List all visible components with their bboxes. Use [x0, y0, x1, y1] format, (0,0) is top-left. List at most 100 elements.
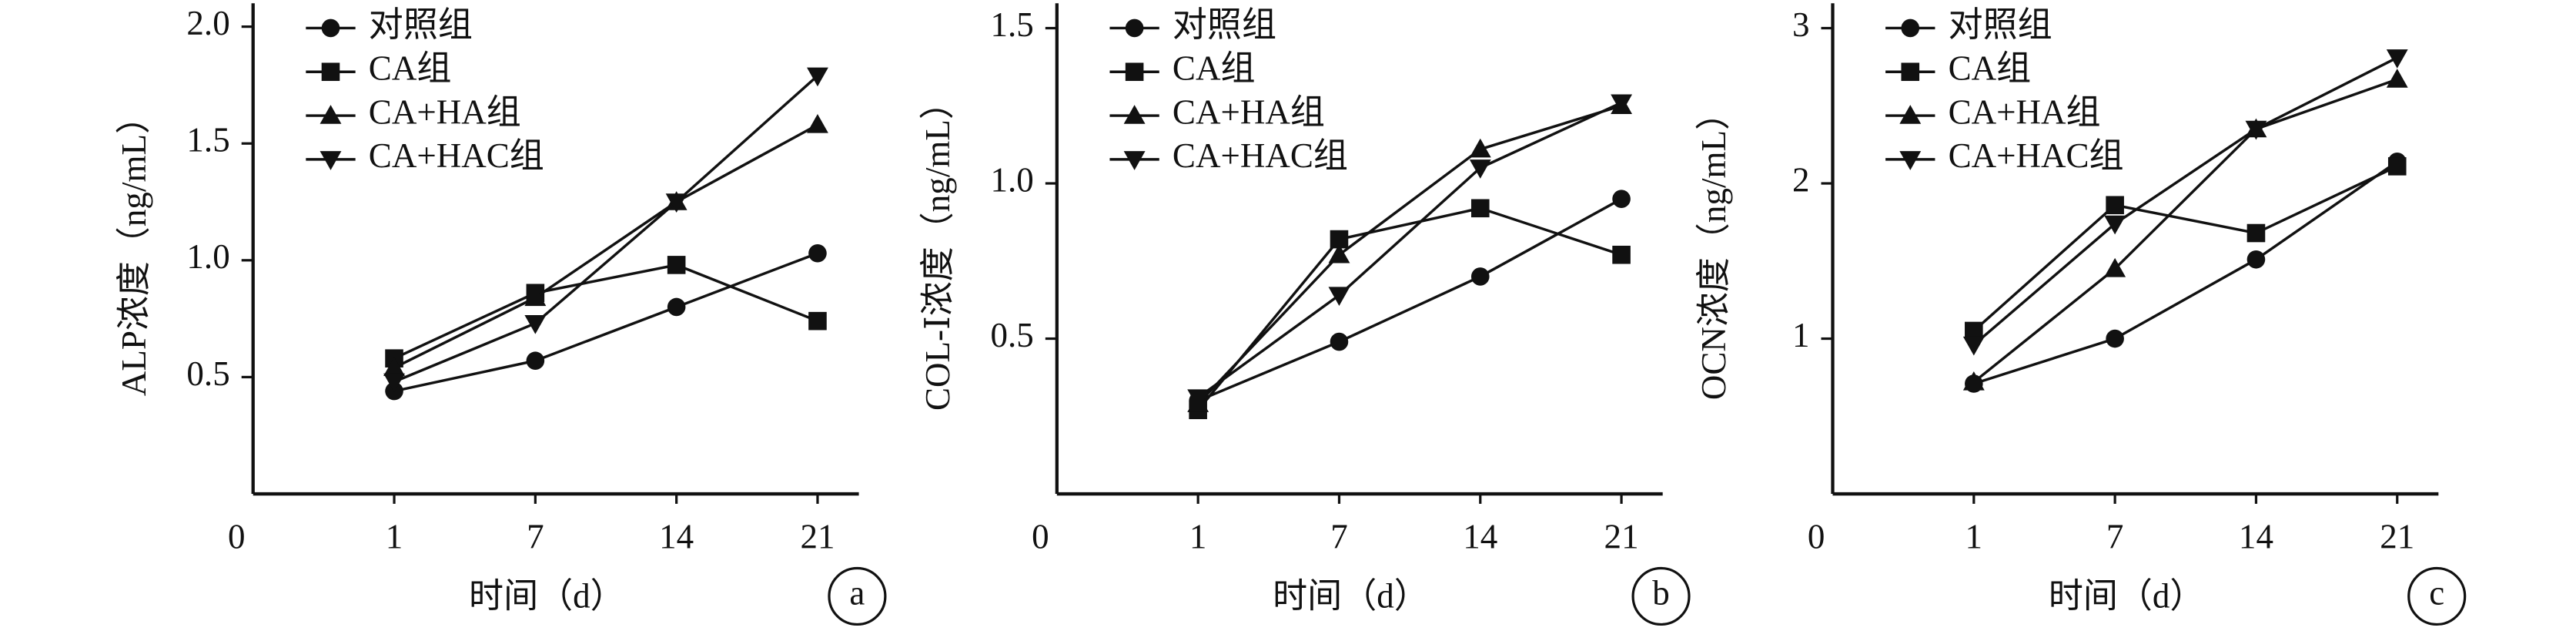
y-tick-label: 1.5 [991, 5, 1034, 44]
y-axis-label: COL-Ⅰ浓度（ng/mL） [918, 85, 957, 411]
point [383, 357, 405, 377]
point [667, 297, 686, 317]
point [321, 18, 340, 38]
y-tick-label: 1.5 [186, 121, 229, 159]
point [2246, 250, 2266, 269]
x-tick-label: 7 [1330, 517, 1348, 555]
x-axis-label: 时间（d） [469, 577, 625, 616]
point [2245, 120, 2267, 140]
y-tick-label: 2.0 [186, 4, 229, 42]
series-line [1972, 78, 2398, 384]
point [2104, 215, 2126, 235]
panel-label-circle [828, 566, 887, 626]
x-origin-label: 0 [1032, 517, 1049, 555]
legend-label: CA组 [369, 49, 452, 88]
point [1330, 230, 1349, 249]
point [1962, 371, 1985, 391]
y-tick-label: 1.0 [186, 237, 229, 276]
x-tick-label: 21 [1604, 517, 1639, 555]
point [524, 314, 547, 334]
series-line [393, 75, 819, 384]
point [319, 151, 342, 170]
point [667, 256, 686, 274]
chart-panel: 0.5 1.0 1.5 0 1 7 14 21 时间（d） COL-Ⅰ浓度（ng/mL） b 对照组 C… [918, 3, 1691, 626]
point [808, 243, 827, 263]
point [1470, 199, 1490, 218]
y-tick-label: 1.0 [991, 160, 1034, 199]
legend-label: CA+HA组 [369, 92, 521, 131]
point [1470, 267, 1490, 286]
point [807, 67, 828, 87]
point [1187, 389, 1209, 409]
point [2386, 49, 2408, 69]
point [808, 311, 827, 331]
x-tick-label: 1 [1189, 517, 1207, 555]
series-line [1196, 104, 1622, 405]
point [2387, 157, 2407, 176]
chart-panel: 0.5 1.0 1.5 2.0 0 1 7 14 21 时间（d） ALP浓度（ng/mL） a 对照组… [115, 3, 887, 626]
legend-label: CA+HAC组 [369, 136, 544, 175]
legend-label: 对照组 [1949, 5, 2052, 44]
y-axis-label: ALP浓度（ng/mL） [115, 99, 153, 396]
x-tick-label: 1 [386, 517, 403, 555]
panel-label-circle [2407, 566, 2467, 626]
point [383, 373, 405, 393]
panel-label: a [849, 573, 865, 612]
legend-label: 对照组 [369, 5, 473, 44]
x-tick-label: 14 [2239, 517, 2273, 555]
legend-label: CA+HA组 [1949, 92, 2101, 131]
panel-label-circle [1631, 566, 1691, 626]
series-line [1197, 197, 1622, 402]
point [319, 105, 342, 124]
series-line [1972, 165, 2398, 332]
point [1901, 18, 1920, 38]
point [1965, 321, 1983, 341]
point [1328, 287, 1350, 307]
series-line [1972, 56, 2398, 346]
series-line [393, 123, 818, 369]
point [1125, 62, 1144, 82]
x-origin-label: 0 [228, 517, 246, 555]
legend-label: CA组 [1173, 49, 1256, 88]
point [1469, 159, 1491, 179]
panel-label: b [1652, 573, 1670, 612]
point [1123, 105, 1146, 124]
point [321, 62, 340, 82]
point [1612, 190, 1631, 208]
x-axis-label: 时间（d） [1273, 577, 1429, 616]
point [1899, 151, 1922, 170]
chart-panel: 1 2 3 0 1 7 14 21 时间（d） OCN浓度（ng/mL） c 对照组 CA组 CA+HA组… [1694, 3, 2467, 626]
x-tick-label: 21 [800, 517, 835, 555]
point [2106, 329, 2124, 348]
x-origin-label: 0 [1808, 517, 1825, 555]
series-line [1196, 206, 1622, 411]
point [526, 351, 545, 371]
point [2386, 69, 2408, 88]
y-tick-label: 1 [1792, 316, 1810, 354]
x-tick-label: 21 [2380, 517, 2414, 555]
panel-label: c [2429, 573, 2444, 612]
point [1328, 243, 1350, 263]
series-line [1973, 160, 2398, 385]
point [2246, 223, 2266, 243]
x-tick-label: 7 [2106, 517, 2124, 555]
point [665, 193, 687, 213]
point [524, 287, 547, 307]
x-tick-label: 14 [659, 517, 694, 555]
y-tick-label: 3 [1792, 5, 1810, 44]
x-axis-label: 时间（d） [2049, 577, 2205, 616]
legend-label: CA+HAC组 [1173, 136, 1348, 175]
point [1899, 105, 1922, 124]
legend-label: CA组 [1949, 49, 2032, 88]
series-line [393, 263, 818, 360]
x-tick-label: 7 [527, 517, 544, 555]
point [1962, 336, 1985, 356]
point [1330, 332, 1349, 351]
x-tick-label: 14 [1463, 517, 1497, 555]
legend-label: CA+HAC组 [1949, 136, 2124, 175]
legend-label: 对照组 [1173, 5, 1276, 44]
point [1123, 151, 1146, 170]
y-tick-label: 0.5 [991, 316, 1034, 354]
